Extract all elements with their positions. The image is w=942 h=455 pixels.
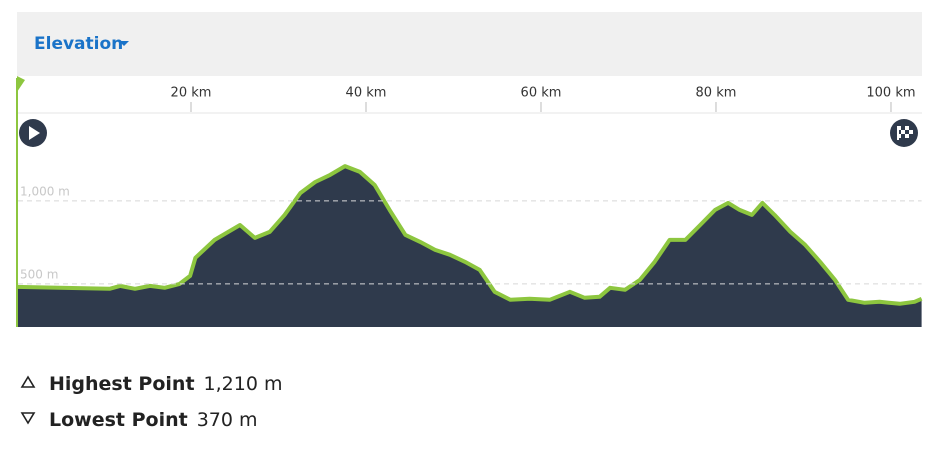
x-tick-label: 80 km	[696, 86, 737, 101]
up-triangle-icon	[20, 375, 36, 388]
line	[15, 164, 923, 306]
header	[17, 12, 922, 76]
stat-value: 1,210 m	[204, 373, 283, 395]
finish-flag	[897, 126, 913, 140]
dropdown-caret[interactable]	[119, 41, 129, 46]
start-flag	[17, 76, 25, 92]
plot: 500 m 1,000 m 20 km 40 km 60 km 80 km 100 km	[15, 86, 923, 327]
dropdown-label[interactable]: Elevation	[34, 34, 123, 54]
x-tick-label: 100 km	[866, 86, 915, 101]
x-tick-label: 60 km	[521, 86, 562, 101]
stat-lowest: Lowest Point 370 m	[49, 409, 258, 431]
stat-highest: Highest Point 1,210 m	[49, 373, 283, 395]
down-triangle-icon	[20, 412, 36, 425]
stat-label: Highest Point	[49, 373, 195, 395]
stat-label: Lowest Point	[49, 409, 188, 431]
stat-value: 370 m	[197, 409, 258, 431]
x-tick-label: 40 km	[346, 86, 387, 101]
y-tick-label: 500 m	[20, 267, 58, 281]
x-tick-label: 20 km	[171, 86, 212, 101]
play-icon[interactable]	[29, 126, 40, 140]
area	[16, 166, 922, 327]
y-tick-label: 1,000 m	[20, 184, 70, 198]
